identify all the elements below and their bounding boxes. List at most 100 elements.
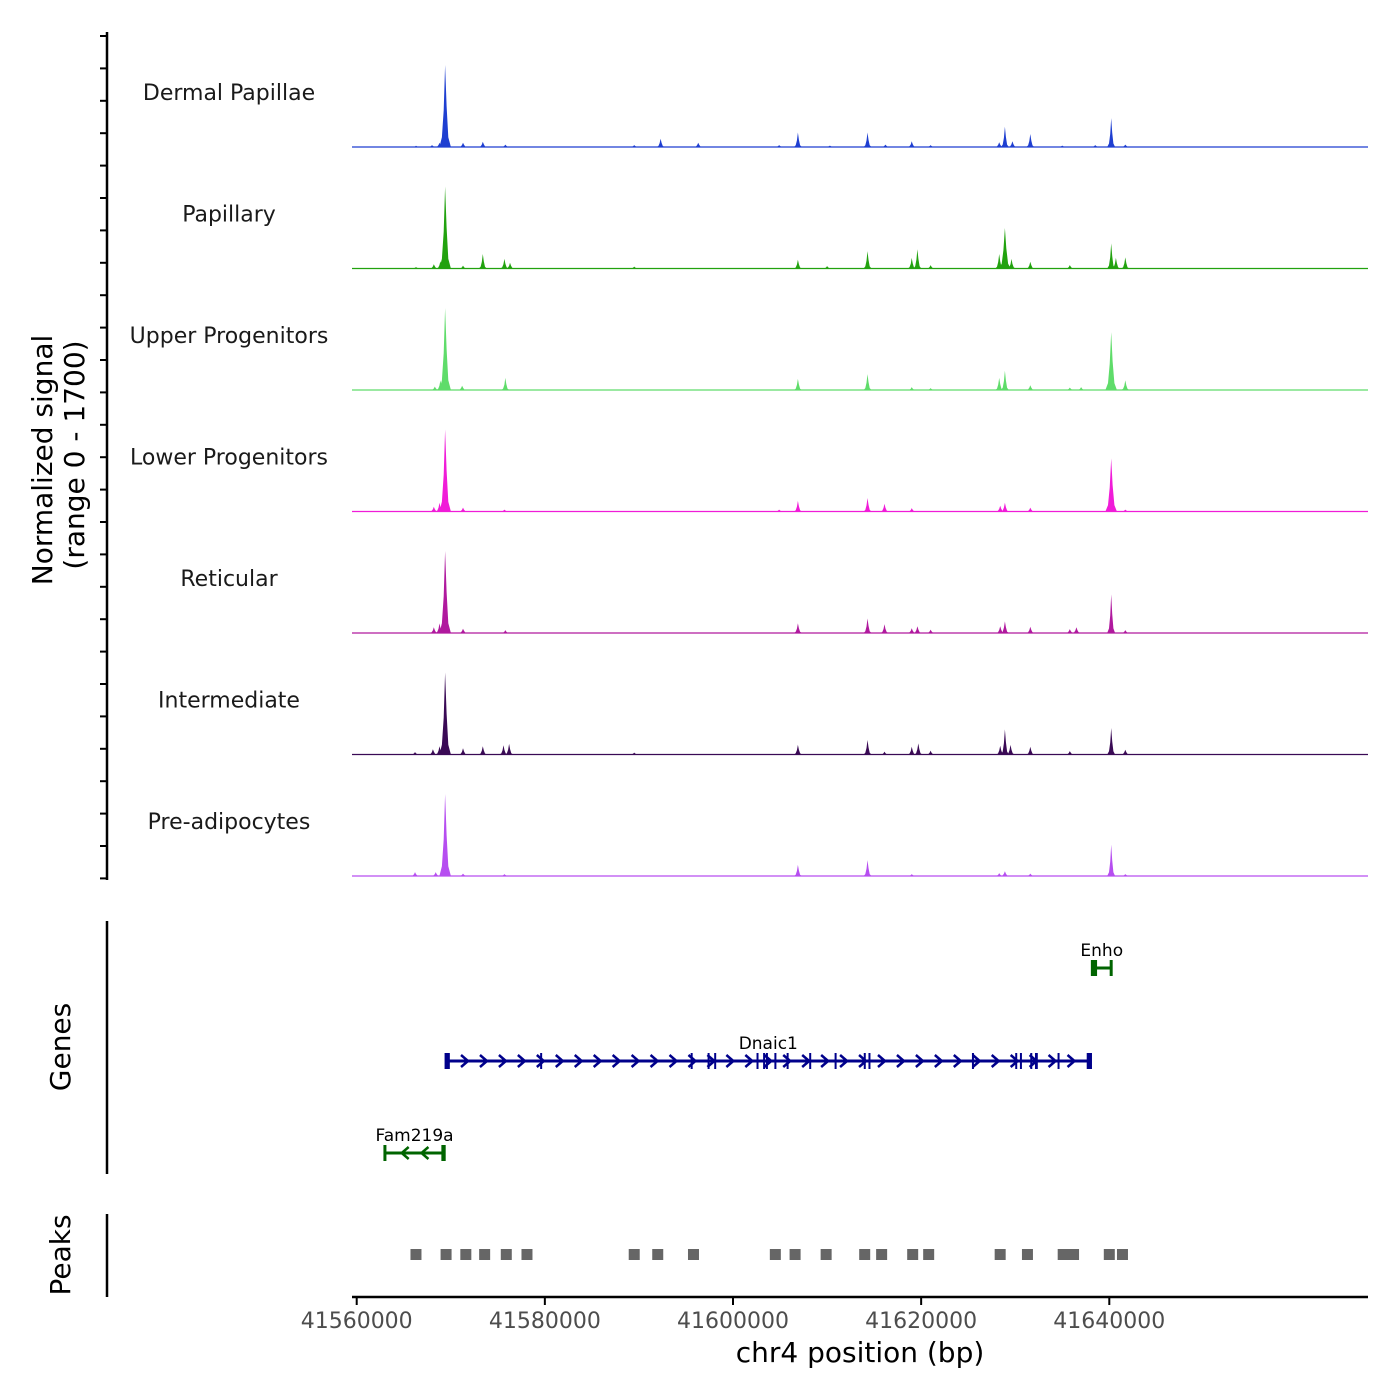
- signal-peak: [995, 254, 1004, 269]
- signal-peak: [907, 628, 916, 633]
- signal-peak: [863, 132, 872, 147]
- gene-exon: [690, 1053, 693, 1069]
- signal-peak: [1026, 385, 1035, 390]
- gene-exon: [1086, 1053, 1091, 1069]
- gene-exon: [540, 1053, 543, 1069]
- gene-exon: [763, 1053, 766, 1069]
- signal-peak: [1000, 621, 1009, 633]
- signal-peak: [428, 749, 437, 755]
- signal-peak: [880, 751, 889, 755]
- track-reticular: Reticular: [180, 551, 1368, 634]
- signal-peak: [1121, 257, 1130, 269]
- signal-peak: [459, 748, 467, 755]
- signal-peak: [459, 873, 467, 876]
- signal-peak: [430, 386, 439, 390]
- peaks-axis-title: Peaks: [44, 1214, 77, 1295]
- gene-exon: [786, 1053, 789, 1069]
- signal-peak: [794, 132, 802, 147]
- signal-peak: [1000, 126, 1009, 147]
- x-tick-label: 41640000: [1053, 1309, 1165, 1334]
- signal-peak: [1007, 258, 1016, 269]
- gene-exon: [1057, 1053, 1060, 1069]
- peak-region: [479, 1249, 491, 1260]
- gene-exon: [441, 1145, 445, 1161]
- gene-exon: [1019, 1053, 1022, 1069]
- track-intermediate: Intermediate: [158, 672, 1368, 756]
- signal-peak: [794, 259, 802, 269]
- signal-peak: [411, 752, 419, 755]
- peak-region: [460, 1249, 472, 1260]
- signal-peak: [439, 794, 451, 876]
- signal-peak: [1026, 873, 1035, 876]
- signal-peak: [459, 142, 467, 147]
- strand-chevron: [517, 1054, 527, 1068]
- strand-chevron: [971, 1054, 982, 1068]
- signal-peak: [1107, 118, 1116, 147]
- signal-peak: [439, 65, 451, 147]
- gene-exon: [774, 1053, 777, 1069]
- signal-peak: [478, 746, 487, 755]
- signal-peak: [996, 745, 1005, 755]
- signal-peak: [995, 377, 1004, 390]
- signal-peak: [1000, 370, 1009, 390]
- y-axis-title-line2: (range 0 - 1700): [58, 340, 91, 569]
- signal-peak: [1000, 502, 1009, 512]
- signal-peak: [775, 145, 784, 147]
- strand-chevron: [649, 1054, 660, 1068]
- signal-peak: [630, 145, 639, 147]
- signal-peak: [926, 629, 935, 633]
- signal-peak: [478, 254, 487, 269]
- signal-peak: [999, 228, 1011, 269]
- signal-peak: [412, 145, 420, 147]
- signal-peak: [1111, 257, 1120, 269]
- signal-peak: [478, 141, 487, 147]
- signal-peak: [995, 142, 1004, 147]
- track-label: Reticular: [180, 567, 278, 592]
- strand-chevron: [573, 1054, 584, 1068]
- gene-exon: [971, 1053, 974, 1069]
- signal-peak: [459, 265, 467, 269]
- strand-chevron: [877, 1054, 887, 1068]
- signal-peak: [459, 507, 467, 512]
- strand-chevron: [479, 1054, 489, 1068]
- x-tick-label: 41580000: [489, 1309, 601, 1334]
- strand-chevron: [630, 1054, 641, 1068]
- strand-chevron: [1028, 1054, 1039, 1068]
- peak-region: [1068, 1249, 1080, 1260]
- strand-chevron: [934, 1054, 944, 1068]
- signal-peak: [907, 746, 916, 755]
- signal-peak: [435, 502, 444, 512]
- strand-chevron: [915, 1054, 925, 1068]
- peaks-panel: [410, 1249, 1128, 1260]
- strand-chevron: [419, 1146, 430, 1160]
- strand-chevron: [611, 1054, 622, 1068]
- signal-peak: [863, 498, 872, 512]
- strand-chevron: [952, 1054, 963, 1068]
- signal-peak: [794, 500, 802, 512]
- gene-exon: [756, 1053, 759, 1069]
- signal-peak: [825, 145, 834, 147]
- signal-peak: [630, 266, 639, 269]
- peak-region: [923, 1249, 935, 1260]
- peak-region: [500, 1249, 512, 1260]
- strand-chevron: [592, 1054, 603, 1068]
- peak-region: [628, 1249, 640, 1260]
- signal-peak: [1026, 261, 1035, 269]
- track-dermal-papillae: Dermal Papillae: [143, 65, 1368, 148]
- strand-chevron: [896, 1054, 906, 1068]
- track-label: Lower Progenitors: [130, 446, 328, 471]
- gene-dnaic1: Dnaic1: [444, 1034, 1092, 1069]
- signal-peak: [926, 265, 935, 269]
- gene-label: Dnaic1: [739, 1034, 798, 1054]
- peak-region: [1103, 1249, 1115, 1260]
- signal-peak: [1121, 509, 1130, 512]
- strand-chevron: [460, 1054, 470, 1068]
- signal-peak: [1065, 265, 1074, 269]
- signal-peak: [863, 860, 872, 876]
- genes-axis-title: Genes: [44, 1003, 77, 1091]
- signal-peak: [439, 429, 451, 512]
- peak-region: [876, 1249, 888, 1260]
- strand-chevron: [498, 1054, 508, 1068]
- strand-chevron: [763, 1054, 774, 1068]
- signal-peak: [863, 740, 872, 755]
